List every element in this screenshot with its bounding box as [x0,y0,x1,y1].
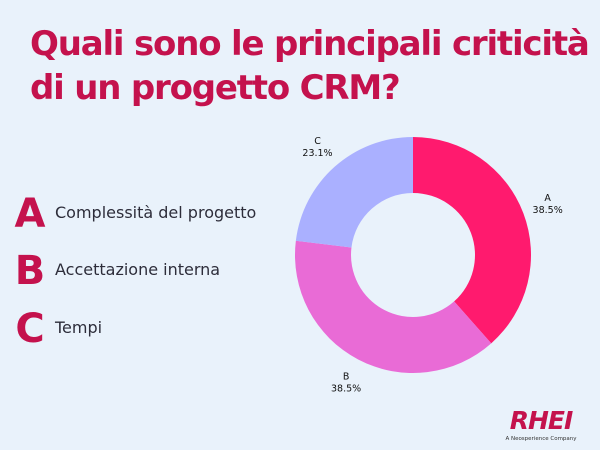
slice-value-b: 38.5% [331,384,361,395]
donut-chart: A38.5%B38.5%C23.1% [295,136,563,395]
legend-label: Complessità del progetto [55,203,257,222]
chart-title: Quali sono le principali criticità di un… [30,24,590,108]
slice-value-c: 23.1% [302,148,332,159]
brand-logo-text: RHEI [509,406,574,435]
legend-letter: C [15,306,45,352]
legend-letter: A [14,191,46,237]
legend-letter: B [14,248,46,294]
slice-a [413,137,531,344]
slice-b [295,240,492,373]
slice-label-c: C [314,136,321,147]
brand-logo: RHEI A Neosperience Company [496,406,586,443]
slice-label-a: A [544,193,551,204]
slice-value-a: 38.5% [533,205,563,216]
brand-tagline: A Neosperience Company [505,436,577,442]
legend-label: Tempi [55,318,103,337]
slice-c [295,137,413,248]
slice-label-b: B [343,372,350,383]
legend-label: Accettazione interna [55,260,221,279]
